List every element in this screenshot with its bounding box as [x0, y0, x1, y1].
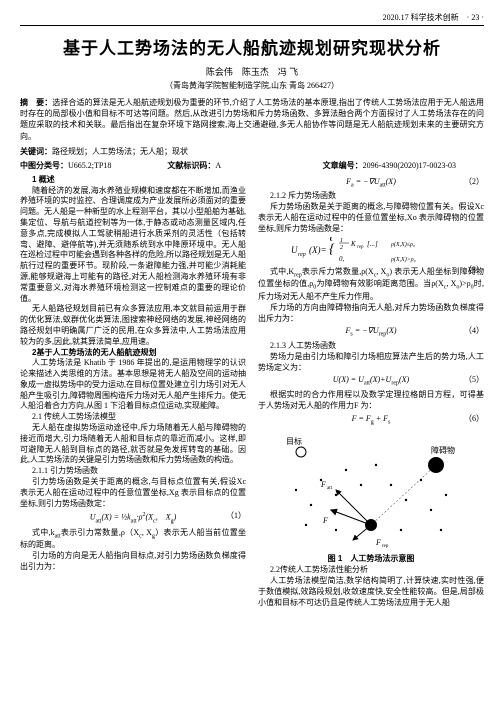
- p: 根据实时的合力作用程以及数学定理拉格朗日方程，可得基于人势场对无人船的作用力F …: [258, 390, 484, 412]
- fig1-diagram: 目标障碍物FattFrepF: [281, 430, 461, 550]
- doc-code: 文献标识码：A: [167, 160, 249, 171]
- svg-text:rep: rep: [382, 544, 389, 549]
- equation-1: Uatt(X) = ½katt·ρ2(Xc, Xg) （1）: [20, 511, 246, 525]
- svg-text:2: 2: [340, 245, 343, 251]
- article-no: 文章编号：2096-4390(2020)17-0023-03: [323, 160, 484, 171]
- svg-text:U: U: [291, 245, 298, 255]
- column-left: 1 概述 随着经济的发展,海水养殖业规模和速度都在不断增加,而渔业养殖环境的实时…: [20, 175, 246, 609]
- p: 无人船在虚拟势场运动途径中,斥力场随着无人船与障碍物的接近而增大,引力场随着无人…: [20, 423, 246, 466]
- svg-text:(X)=: (X)=: [309, 245, 327, 255]
- sec-2-1-1: 2.1.1 引力势场函数: [20, 466, 246, 477]
- svg-text:att: att: [327, 486, 333, 491]
- p: 式中,katt表示引力常数量,ρ（Xc, Xg）表示无人船当前位置坐标的距离。: [20, 528, 246, 551]
- equation-3: U rep (X)= { { 1 2 K rep [...] ρ(X,X)≤ρ₀…: [258, 237, 484, 265]
- sec-2-1-3: 2.1.3 人工势场函数: [258, 341, 484, 352]
- p: 无人船路径规划目前已有众多算法应用,本文就目前运用于群的优化算法,蚁群优化类算法…: [20, 304, 246, 347]
- p: 引力势场函数是关于距离的概念,与目标点位置有关,假设Xc 表示无人船在运动过程中…: [20, 477, 246, 509]
- eq3-svg: U rep (X)= { { 1 2 K rep [...] ρ(X,X)≤ρ₀…: [291, 237, 451, 265]
- svg-text:ρ(X,X)>ρ₀: ρ(X,X)>ρ₀: [390, 256, 416, 263]
- svg-text:{: {: [329, 242, 335, 257]
- kw-text: 路径规划；人工势场法；无人船；现状: [52, 147, 188, 156]
- meta-row: 中图分类号：U665.2;TP18 文献标识码：A 文章编号：2096-4390…: [20, 160, 484, 171]
- affiliation: （青岛黄海学院智能制造学院,山东 青岛 266427）: [20, 80, 484, 91]
- header-rule: [20, 25, 484, 26]
- figure-1: 目标障碍物FattFrepF: [258, 430, 484, 550]
- sec-2-1-2: 2.1.2 斥力势场函数: [258, 191, 484, 202]
- page-header: 2020.17 科学技术创新 · 23 ·: [20, 12, 484, 23]
- authors: 陈会伟 陈玉杰 冯 飞: [20, 65, 484, 78]
- sec-2-2: 2.2传统人工势场法性能分析: [258, 565, 484, 576]
- columns: 1 概述 随着经济的发展,海水养殖业规模和速度都在不断增加,而渔业养殖环境的实时…: [20, 175, 484, 609]
- paper-title: 基于人工势场法的无人船航迹规划研究现状分析: [20, 34, 484, 59]
- svg-text:障碍物: 障碍物: [431, 445, 455, 455]
- abstract-label: 摘 要：: [20, 98, 52, 107]
- keywords: 关键词：路径规划；人工势场法；无人船；现状: [20, 146, 484, 157]
- svg-text:0,: 0,: [339, 255, 345, 263]
- p: 斥力势场函数是关于距离的概念,与障碍物位置有关。假设Xc 表示无人船在运动过程中…: [258, 202, 484, 234]
- p: 随着经济的发展,海水养殖业规模和速度都在不断增加,而渔业养殖环境的实时监控、合理…: [20, 186, 246, 305]
- column-right: Fa = −∇Uatt(X) （2） 2.1.2 斥力势场函数 斥力势场函数是关…: [258, 175, 484, 609]
- abstract-text: 选择合适的算法是无人船航迹规划极为重要的环节,介绍了人工势场法的基本原理,指出了…: [20, 98, 484, 141]
- svg-text:F: F: [320, 480, 326, 489]
- sec-2: 2基于人工势场法的无人船航迹规划: [20, 348, 246, 359]
- p: 势场力是由引力场和障引力场相应算法产生后的势力场,人工势场定义为：: [258, 352, 484, 374]
- svg-text:1: 1: [340, 238, 343, 244]
- equation-6: F = Fg + Fs （6）: [258, 414, 484, 427]
- equation-5: U(X) = Uatt(X)+Urep(X) （5）: [258, 375, 484, 388]
- svg-text:ρ(X,X)≤ρ₀: ρ(X,X)≤ρ₀: [390, 241, 415, 248]
- p: 人工势场法是 Khatib 于 1986 年提出的,是运用物理学的认识论来描述入…: [20, 358, 246, 412]
- svg-text:F: F: [322, 516, 328, 525]
- abstract: 摘 要：选择合适的算法是无人船航迹规划极为重要的环节,介绍了人工势场法的基本原理…: [20, 97, 484, 142]
- svg-text:K: K: [350, 240, 356, 248]
- p: 引力场的方向是无人船指向目标点,对引力势场函数负梯度得出引力为：: [20, 551, 246, 573]
- svg-text:目标: 目标: [286, 436, 302, 446]
- fig1-caption: 图 1 人工势场法示意图: [258, 554, 484, 565]
- kw-label: 关键词：: [20, 147, 52, 156]
- equation-2: Fa = −∇Uatt(X) （2）: [258, 177, 484, 190]
- svg-text:rep: rep: [357, 245, 364, 250]
- equation-4: Fs = −∇Urep(X) （4）: [258, 326, 484, 339]
- svg-text:rep: rep: [298, 252, 306, 258]
- clc: 中图分类号：U665.2;TP18: [20, 160, 139, 171]
- svg-text:F: F: [375, 538, 381, 547]
- p: 式中,Krep表示斥力常数量,ρ(Xc, Xo) 表示无人船坐标到障碍物位置坐标…: [258, 267, 484, 303]
- svg-text:[...]: [...]: [367, 240, 378, 248]
- sec-1: 1 概述: [20, 175, 246, 186]
- p: 人工势场法模型简洁,数学结构简明了,计算快速,实时性强,便于数值模拟,效路段规划…: [258, 576, 484, 608]
- p: 斥力场的方向由障碍物指向无人船,对斥力势场函数负梯度得出斥力为：: [258, 303, 484, 325]
- sec-2-1: 2.1 传统人工势场法模型: [20, 412, 246, 423]
